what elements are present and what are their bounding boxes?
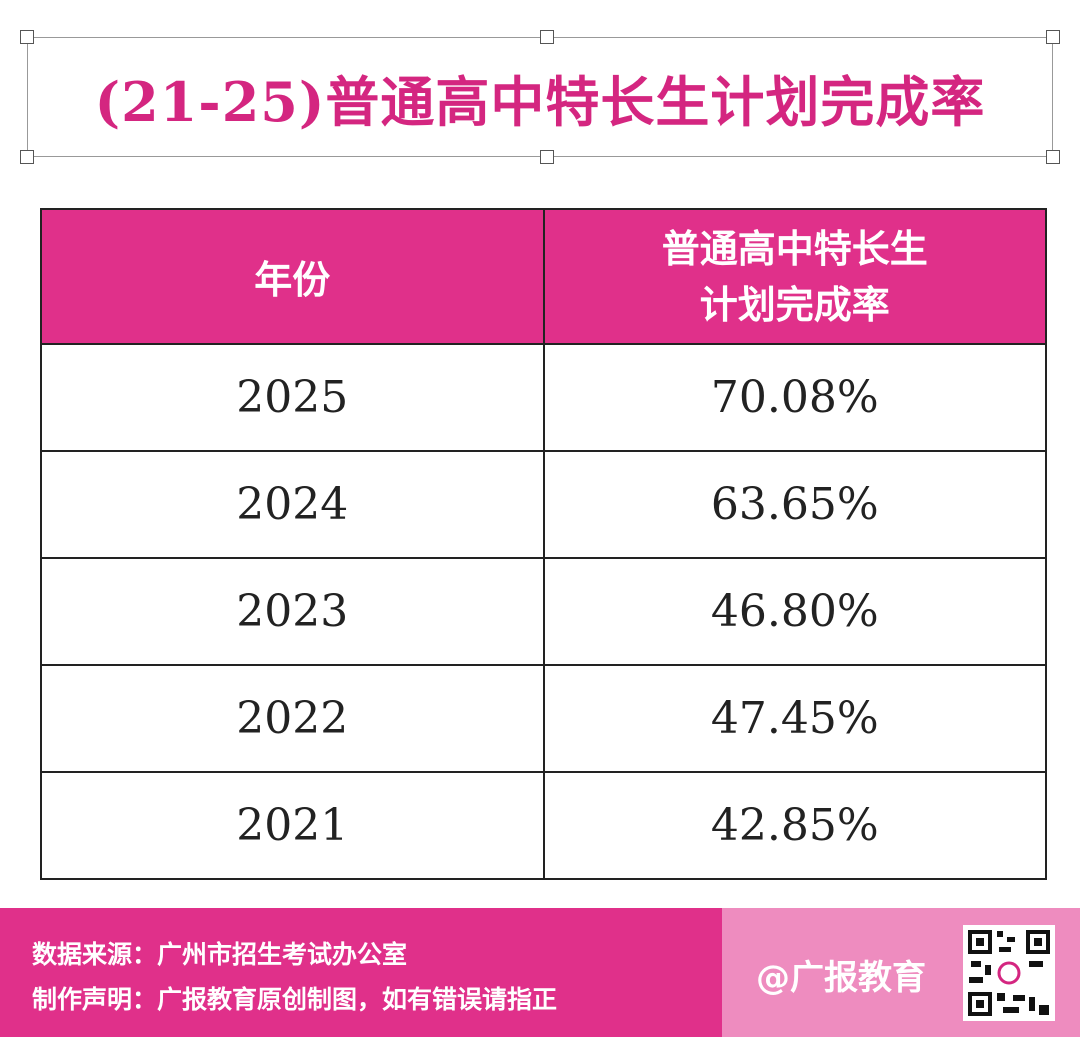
footer-notes: 数据来源：广州市招生考试办公室 制作声明：广报教育原创制图，如有错误请指正 [0, 908, 722, 1037]
table-body: 2025 70.08% 2024 63.65% 2023 46.80% 2022 47.45%… [40, 343, 1047, 880]
header-cell: 普通高中特长生计划完成率 [542, 208, 1047, 345]
table-row: 2025 70.08% [40, 343, 1047, 452]
brand: @广报教育 [756, 958, 926, 998]
title: (21-25)普通高中特长生计划完成率 [94, 69, 986, 134]
table-row: 2023 46.80% [40, 557, 1047, 666]
table: 年份 普通高中特长生计划完成率 2025 70.08% 2024 63.65% 2023… [40, 208, 1047, 880]
rate-cell: 47.45% [542, 664, 1047, 773]
footer-brand: @广报教育 [722, 908, 1080, 1037]
rate-cell: 46.80% [542, 557, 1047, 666]
header-text: 普通高中特长生计划完成率 [661, 225, 928, 327]
statement: 制作声明：广报教育原创制图，如有错误请指正 [32, 985, 558, 1014]
table-row: 2021 42.85% [40, 771, 1047, 880]
handle [540, 30, 554, 44]
handle [20, 150, 34, 164]
qr-code [963, 925, 1055, 1021]
source: 数据来源：广州市招生考试办公室 [32, 940, 408, 969]
year-cell: 2022 [40, 664, 545, 773]
year-cell: 2025 [40, 343, 545, 452]
header-cell: 年份 [40, 208, 545, 345]
handle [20, 30, 34, 44]
handle [540, 150, 554, 164]
table-row: 2022 47.45% [40, 664, 1047, 773]
rate-cell: 63.65% [542, 450, 1047, 559]
year-cell: 2023 [40, 557, 545, 666]
year-cell: 2024 [40, 450, 545, 559]
title-box: (21-25)普通高中特长生计划完成率 [27, 37, 1053, 157]
handle [1046, 150, 1060, 164]
year-cell: 2021 [40, 771, 545, 880]
rate-cell: 70.08% [542, 343, 1047, 452]
header-text: 年份 [254, 257, 331, 302]
table-row: 2024 63.65% [40, 450, 1047, 559]
rate-cell: 42.85% [542, 771, 1047, 880]
footer: 数据来源：广州市招生考试办公室 制作声明：广报教育原创制图，如有错误请指正 @广… [0, 908, 1080, 1037]
header-row: 年份 普通高中特长生计划完成率 [40, 208, 1047, 345]
handle [1046, 30, 1060, 44]
